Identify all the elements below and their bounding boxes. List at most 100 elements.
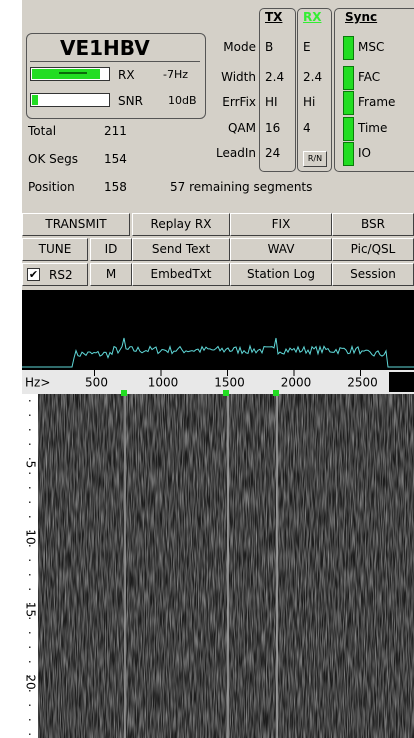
callsign-frame xyxy=(26,33,206,119)
stat-label: Position xyxy=(28,180,75,194)
time-tick-label: 20 xyxy=(24,674,38,689)
rx-value: Hi xyxy=(303,95,316,109)
sync-frame xyxy=(334,8,414,172)
separator xyxy=(30,61,200,62)
scale-dot xyxy=(29,458,31,460)
scale-dot xyxy=(29,675,31,677)
checkbox-label[interactable]: RS2 xyxy=(49,268,73,282)
button[interactable]: TUNE xyxy=(22,238,88,261)
scale-dot xyxy=(29,443,31,445)
stat-value: 158 xyxy=(104,180,127,194)
axis-end xyxy=(389,372,414,392)
button[interactable]: ID xyxy=(90,238,132,261)
axis-unit: Hz> xyxy=(25,376,50,390)
tx-value: 16 xyxy=(265,121,281,135)
sync-led xyxy=(343,91,354,115)
param-label: QAM xyxy=(227,121,256,135)
button[interactable]: FIX xyxy=(230,213,332,236)
button[interactable]: TRANSMIT xyxy=(22,213,130,236)
rx-value: -7Hz xyxy=(163,68,189,81)
scale-dot xyxy=(29,501,31,503)
param-label: Mode xyxy=(223,40,256,54)
sync-header: Sync xyxy=(345,10,378,24)
axis-tick-label: 1500 xyxy=(214,376,245,390)
tx-value: HI xyxy=(265,95,278,109)
button[interactable]: Pic/QSL xyxy=(332,238,414,261)
tx-value: B xyxy=(265,40,274,54)
scale-dot xyxy=(29,588,31,590)
button[interactable]: Station Log xyxy=(230,263,332,286)
snr-meter xyxy=(30,93,110,107)
axis-tick-label: 2000 xyxy=(281,376,312,390)
button[interactable]: M xyxy=(90,263,132,286)
sync-label: Time xyxy=(358,121,388,135)
scale-dot xyxy=(29,429,31,431)
sync-led xyxy=(343,142,354,166)
button[interactable]: Send Text xyxy=(132,238,230,261)
time-tick-label: 15 xyxy=(24,602,38,617)
scale-dot xyxy=(29,733,31,735)
stat-label: Total xyxy=(28,124,57,138)
scale-dot xyxy=(29,559,31,561)
axis-tick-label: 500 xyxy=(85,376,108,390)
frequency-axis xyxy=(22,370,414,394)
checkbox[interactable]: ✔ RS2 xyxy=(22,263,88,286)
scale-dot xyxy=(29,400,31,402)
rx-meter xyxy=(30,67,110,81)
param-label: ErrFix xyxy=(222,95,256,109)
scale-dot xyxy=(29,661,31,663)
scale-dot xyxy=(29,574,31,576)
sync-label: FAC xyxy=(358,70,381,84)
stat-value: 211 xyxy=(104,124,127,138)
axis-tick-label: 2500 xyxy=(347,376,378,390)
time-tick-label: 10 xyxy=(24,529,38,544)
sync-led xyxy=(343,66,354,90)
marker xyxy=(121,390,127,396)
display: Hz> 500 1000 1500 2000 2500 5 10 15 20 xyxy=(22,290,414,738)
button[interactable]: EmbedTxt xyxy=(132,263,230,286)
scale-dot xyxy=(29,530,31,532)
stat-value: 154 xyxy=(104,152,127,166)
callsign: VE1HBV xyxy=(60,36,150,60)
button[interactable]: Replay RX xyxy=(132,213,230,236)
rn-button[interactable]: R/N xyxy=(303,151,327,167)
scale-dot xyxy=(29,719,31,721)
scale-dot xyxy=(29,646,31,648)
scale-dot xyxy=(29,487,31,489)
sync-led xyxy=(343,36,354,60)
tx-value: 24 xyxy=(265,146,281,160)
rx-value: 4 xyxy=(303,121,311,135)
sync-led xyxy=(343,117,354,141)
time-scale xyxy=(22,394,38,738)
sync-label: IO xyxy=(358,146,371,160)
marker xyxy=(273,390,279,396)
waterfall-noise xyxy=(38,394,414,738)
scale-dot xyxy=(29,414,31,416)
button[interactable]: BSR xyxy=(332,213,414,236)
scale-dot xyxy=(29,704,31,706)
button[interactable]: Session xyxy=(332,263,414,286)
rx-label: RX xyxy=(118,68,135,82)
tx-frame xyxy=(259,8,296,172)
marker xyxy=(223,390,229,396)
scale-dot xyxy=(29,617,31,619)
rx-frame xyxy=(297,8,332,172)
spectrum-trace xyxy=(22,337,414,368)
scale-dot xyxy=(29,545,31,547)
scale-dot xyxy=(29,690,31,692)
stat-label: OK Segs xyxy=(28,152,78,166)
button[interactable]: WAV xyxy=(230,238,332,261)
snr-value: 10dB xyxy=(168,94,197,107)
scale-dot xyxy=(29,603,31,605)
snr-label: SNR xyxy=(118,94,143,108)
axis-tick-label: 1000 xyxy=(148,376,179,390)
scale-dot xyxy=(29,472,31,474)
rx-value: E xyxy=(303,40,311,54)
param-label: Width xyxy=(221,70,256,84)
rx-header: RX xyxy=(303,10,322,24)
rx-value: 2.4 xyxy=(303,70,323,84)
remaining-segments: 57 remaining segments xyxy=(170,180,313,194)
time-tick-label: 5 xyxy=(24,461,38,469)
scale-dot xyxy=(29,516,31,518)
